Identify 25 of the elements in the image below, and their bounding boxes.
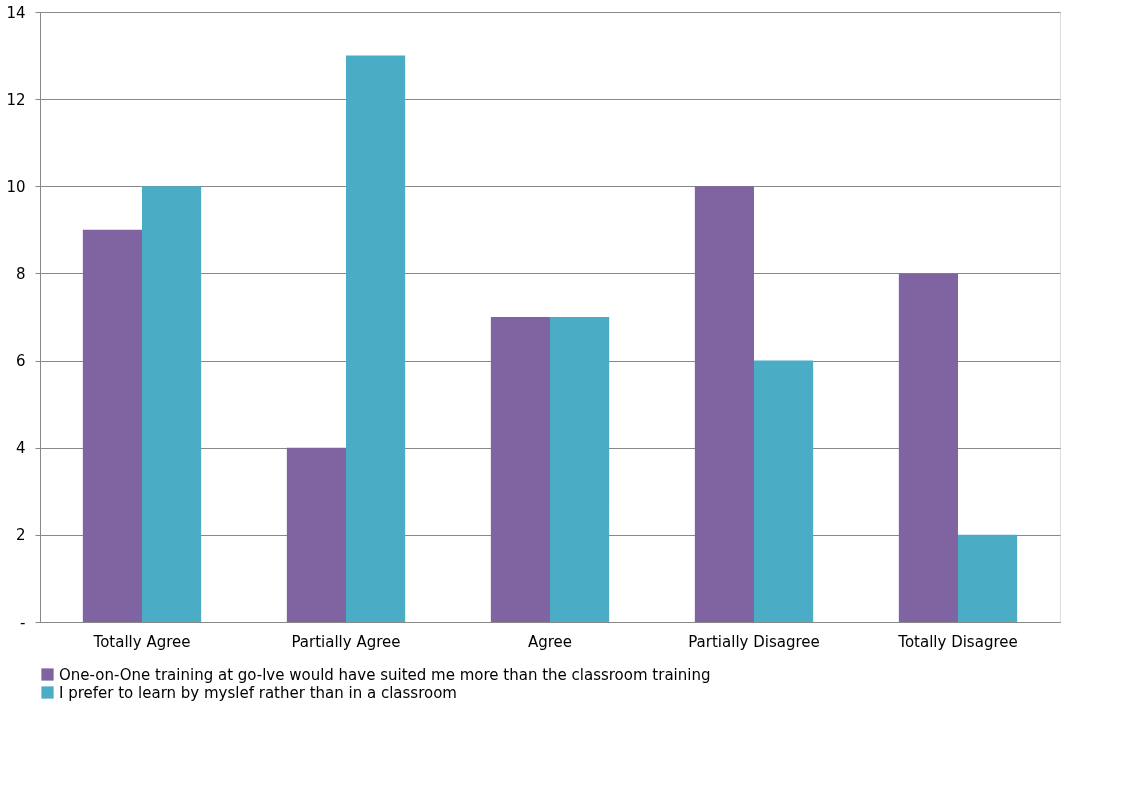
y-tick-label: 14 [6,3,26,22]
y-tick-label: 12 [6,90,26,109]
legend-label: I prefer to learn by myslef rather than in a classroom [59,683,457,702]
bar [550,317,610,622]
x-tick-label: Totally Agree [92,632,191,651]
y-tick-label: 6 [15,352,26,371]
bar [490,317,550,622]
x-tick-label: Agree [527,632,573,651]
bar [754,360,814,622]
y-tick-label: 10 [6,177,26,196]
y-tick-label: 4 [15,439,26,458]
bar [82,229,142,622]
bar [142,186,202,622]
x-tick-label: Partially Disagree [688,632,820,651]
x-tick-label: Totally Disagree [897,632,1018,651]
bar [898,273,958,622]
bar [958,534,1018,622]
y-tick-label: 2 [15,526,26,545]
x-tick-label: Partially Agree [291,632,401,651]
bar [694,186,754,622]
bar [346,55,406,622]
bar [286,447,346,622]
y-tick-label: - [20,613,26,632]
y-tick-label: 8 [15,264,26,283]
legend-label: One-on-One training at go-lve would have suited me more than the classroom training [59,665,711,684]
